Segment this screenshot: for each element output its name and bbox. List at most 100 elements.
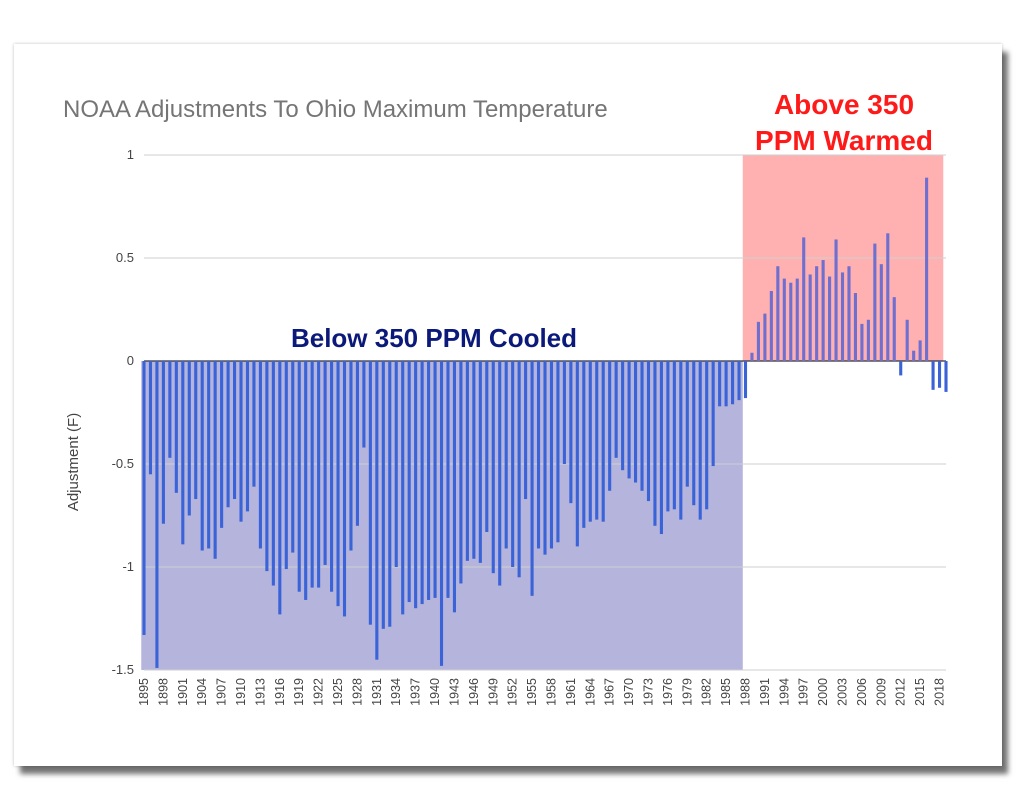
x-tick-label: 1928 (350, 678, 364, 706)
y-tick-label: -1.5 (112, 662, 134, 677)
bar-1999 (815, 266, 819, 361)
bar-1944 (459, 361, 463, 584)
bar-1935 (401, 361, 405, 615)
bar-1954 (524, 361, 528, 500)
bar-1917 (284, 361, 288, 570)
x-tick-label: 1958 (544, 678, 558, 706)
above-350-annotation-line2: PPM Warmed (755, 125, 933, 156)
bar-1911 (245, 361, 250, 512)
bar-1976 (666, 361, 670, 512)
bar-1956 (536, 361, 541, 549)
x-tick-label: 1979 (680, 678, 694, 706)
bar-1986 (731, 361, 735, 405)
x-tick-label: 2015 (913, 678, 927, 706)
bar-1995 (789, 282, 793, 361)
bar-1950 (498, 361, 502, 586)
bar-1966 (601, 361, 605, 522)
bar-1940 (433, 361, 437, 598)
bar-1960 (562, 361, 566, 464)
bar-2006 (860, 323, 864, 361)
bar-1967 (608, 361, 612, 491)
x-tick-label: 2009 (874, 678, 888, 706)
bar-1904 (200, 361, 204, 551)
bar-1931 (375, 361, 379, 660)
bar-1908 (226, 361, 230, 508)
x-tick-label: 1955 (525, 678, 539, 706)
x-tick-label: 1952 (506, 678, 520, 706)
bar-2017 (931, 361, 935, 390)
x-axis-ticks: 1895 1898 1901 1904 1907 1910 1913 1916 1919 1922… (137, 678, 947, 706)
bar-1980 (692, 361, 696, 506)
chart-svg: 1 0.5 0 -0.5 -1 -1.5 1895 1898 1901 1904 1907 1910… (63, 89, 948, 706)
x-tick-label: 1943 (447, 678, 461, 706)
bar-2000 (821, 260, 825, 361)
bar-1946 (472, 361, 476, 559)
x-tick-label: 1904 (195, 678, 209, 706)
bar-1927 (349, 361, 353, 551)
bar-1987 (737, 361, 741, 401)
bar-1961 (569, 361, 573, 504)
bar-1900 (174, 361, 178, 493)
bar-1988 (743, 361, 748, 399)
bar-1973 (646, 361, 651, 502)
x-tick-label: 2003 (836, 678, 850, 706)
x-tick-label: 2000 (816, 678, 830, 706)
bar-1906 (213, 361, 217, 559)
bar-1952 (511, 361, 515, 567)
bar-1953 (517, 361, 521, 578)
x-tick-label: 2006 (855, 678, 869, 706)
bar-1941 (439, 361, 444, 666)
bar-1955 (530, 361, 534, 596)
x-tick-label: 1976 (661, 678, 675, 706)
x-tick-label: 1970 (622, 678, 636, 706)
x-tick-label: 1964 (583, 678, 597, 706)
bar-1936 (407, 361, 411, 603)
bar-2009 (879, 264, 883, 361)
bar-1902 (187, 361, 191, 516)
bar-1974 (653, 361, 657, 526)
bar-2007 (866, 319, 870, 361)
bar-1932 (381, 361, 385, 629)
x-tick-label: 1946 (467, 678, 481, 706)
bar-1982 (705, 361, 709, 510)
bar-1912 (252, 361, 256, 487)
y-axis-ticks: 1 0.5 0 -0.5 -1 -1.5 (112, 147, 134, 677)
bar-2010 (886, 233, 890, 361)
bar-series (142, 177, 948, 668)
bar-1918 (291, 361, 295, 553)
bar-1990 (756, 321, 760, 361)
bar-1938 (420, 361, 424, 605)
chart-card: 1 0.5 0 -0.5 -1 -1.5 1895 1898 1901 1904 1907 1910… (14, 44, 1002, 766)
bar-1909 (232, 361, 237, 500)
bar-2019 (944, 361, 948, 392)
bar-1901 (181, 361, 185, 545)
x-tick-label: 2018 (933, 678, 947, 706)
bar-1969 (621, 361, 625, 471)
above-350-annotation-line1: Above 350 (774, 89, 914, 120)
x-tick-label: 1922 (312, 678, 326, 706)
bar-1929 (362, 361, 366, 448)
bar-1928 (355, 361, 359, 526)
bar-2003 (840, 272, 845, 361)
bar-2001 (828, 276, 832, 361)
bar-1957 (543, 361, 547, 555)
bar-1991 (763, 313, 767, 361)
bar-1989 (750, 352, 754, 361)
x-tick-label: 1934 (389, 678, 403, 706)
x-tick-label: 1931 (370, 678, 384, 706)
bar-1919 (297, 361, 301, 592)
bar-1993 (776, 266, 780, 361)
bar-1958 (549, 361, 554, 549)
bar-1965 (595, 361, 599, 520)
bar-1992 (769, 290, 773, 361)
bar-1983 (711, 361, 715, 467)
bar-1920 (304, 361, 308, 600)
x-tick-label: 1967 (603, 678, 617, 706)
bar-1949 (491, 361, 495, 574)
x-tick-label: 1901 (176, 678, 190, 706)
bar-1939 (427, 361, 431, 600)
y-axis-label: Adjustment (F) (65, 413, 82, 511)
bar-2002 (834, 239, 838, 361)
bar-2018 (937, 361, 942, 388)
bar-1903 (194, 361, 198, 500)
